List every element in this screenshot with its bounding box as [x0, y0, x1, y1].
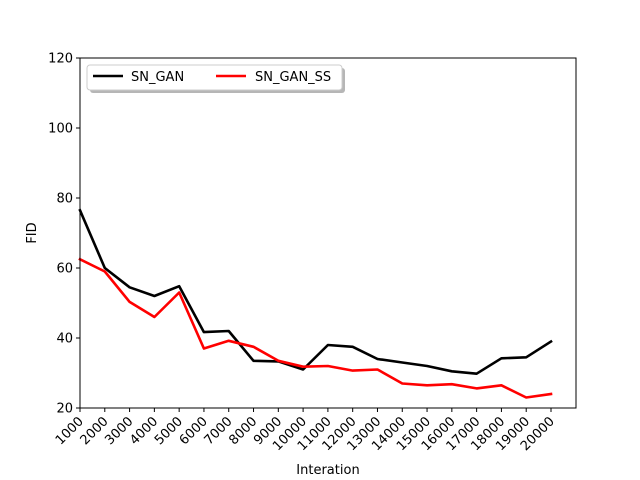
x-axis-label: Interation: [296, 463, 359, 478]
axes: 2040608010012010002000300040005000600070…: [48, 52, 577, 454]
y-tick-label: 120: [48, 52, 73, 67]
plot-frame: [79, 57, 577, 409]
y-tick-label: 20: [56, 402, 73, 417]
legend: SN_GAN SN_GAN_SS: [86, 64, 345, 93]
y-tick-label: 60: [56, 262, 73, 277]
y-tick-label: 80: [56, 192, 73, 207]
legend-box: [86, 64, 343, 91]
series-line-sn-gan: [78, 208, 553, 376]
y-tick-label: 100: [48, 122, 73, 137]
plot-area: [78, 208, 553, 399]
y-axis-label: FID: [25, 222, 40, 243]
y-tick-label: 40: [56, 332, 73, 347]
series-line-sn-gan-ss: [78, 257, 553, 399]
legend-label: SN_GAN: [131, 70, 184, 85]
legend-label: SN_GAN_SS: [255, 70, 331, 85]
